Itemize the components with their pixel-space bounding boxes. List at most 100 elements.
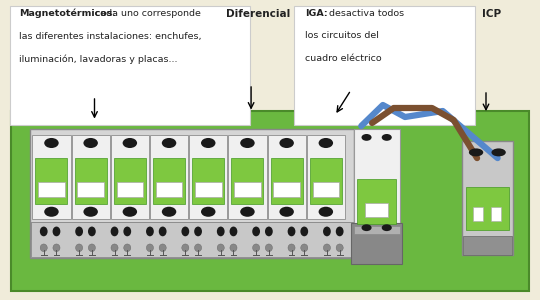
Ellipse shape <box>52 226 60 236</box>
Ellipse shape <box>76 244 83 252</box>
Bar <box>234 182 261 197</box>
Ellipse shape <box>123 226 131 236</box>
Ellipse shape <box>382 134 392 141</box>
Bar <box>156 182 183 197</box>
Ellipse shape <box>217 244 224 252</box>
Ellipse shape <box>288 226 295 236</box>
Ellipse shape <box>123 207 137 217</box>
Ellipse shape <box>40 226 48 236</box>
Bar <box>111 135 149 219</box>
Ellipse shape <box>162 207 176 217</box>
Text: desactiva todos: desactiva todos <box>326 9 404 18</box>
Ellipse shape <box>361 134 372 141</box>
Ellipse shape <box>361 224 372 231</box>
Ellipse shape <box>159 226 166 236</box>
Ellipse shape <box>146 244 153 252</box>
Ellipse shape <box>319 207 333 217</box>
Ellipse shape <box>319 138 333 148</box>
Bar <box>189 135 227 219</box>
Bar <box>365 202 388 217</box>
Ellipse shape <box>40 244 48 252</box>
Ellipse shape <box>323 244 330 252</box>
Text: cuadro eléctrico: cuadro eléctrico <box>305 54 382 63</box>
Ellipse shape <box>83 207 98 217</box>
Ellipse shape <box>44 138 59 148</box>
Bar <box>72 135 110 219</box>
Bar <box>310 158 342 204</box>
Ellipse shape <box>240 138 255 148</box>
Ellipse shape <box>469 148 483 156</box>
Ellipse shape <box>201 138 215 148</box>
Ellipse shape <box>301 244 308 252</box>
Bar <box>150 135 188 219</box>
Bar <box>273 182 300 197</box>
Bar <box>195 182 221 197</box>
Ellipse shape <box>182 244 189 252</box>
Ellipse shape <box>89 244 96 252</box>
Ellipse shape <box>469 240 483 248</box>
Ellipse shape <box>336 226 343 236</box>
Text: ICP: ICP <box>482 9 501 19</box>
Bar <box>32 135 71 219</box>
Ellipse shape <box>159 244 166 252</box>
Bar <box>10 6 250 124</box>
Ellipse shape <box>124 244 131 252</box>
Bar <box>313 182 339 197</box>
Ellipse shape <box>336 244 343 252</box>
Bar <box>117 182 143 197</box>
Ellipse shape <box>240 207 255 217</box>
Ellipse shape <box>265 226 273 236</box>
Ellipse shape <box>194 244 201 252</box>
Ellipse shape <box>53 244 60 252</box>
Bar <box>153 158 185 204</box>
Ellipse shape <box>201 207 215 217</box>
Ellipse shape <box>288 244 295 252</box>
Ellipse shape <box>146 226 154 236</box>
Ellipse shape <box>279 207 294 217</box>
Ellipse shape <box>44 207 59 217</box>
Bar <box>232 158 264 204</box>
Ellipse shape <box>382 224 392 231</box>
Bar <box>75 158 107 204</box>
Ellipse shape <box>75 226 83 236</box>
Text: Magnetotérmicos:: Magnetotérmicos: <box>19 9 116 19</box>
Ellipse shape <box>88 226 96 236</box>
Ellipse shape <box>83 138 98 148</box>
Bar <box>463 236 512 255</box>
Bar <box>268 135 306 219</box>
Bar <box>491 207 501 221</box>
Bar <box>462 141 513 255</box>
Ellipse shape <box>491 148 506 156</box>
Bar <box>192 158 224 204</box>
Ellipse shape <box>491 240 506 248</box>
Text: cada uno corresponde: cada uno corresponde <box>92 9 201 18</box>
Ellipse shape <box>279 138 294 148</box>
Text: IGA:: IGA: <box>305 9 328 18</box>
Bar <box>36 158 68 204</box>
Bar <box>354 226 400 234</box>
Bar <box>466 187 509 230</box>
Bar <box>351 223 402 264</box>
Bar <box>30 129 354 258</box>
Bar <box>31 222 353 239</box>
Ellipse shape <box>181 226 189 236</box>
Ellipse shape <box>253 244 260 252</box>
Ellipse shape <box>111 244 118 252</box>
Bar <box>31 222 353 256</box>
Bar <box>473 207 483 221</box>
Ellipse shape <box>230 226 238 236</box>
Bar <box>354 129 400 234</box>
Text: iluminación, lavadoras y placas...: iluminación, lavadoras y placas... <box>19 54 178 64</box>
Bar <box>38 182 65 197</box>
Bar <box>307 135 345 219</box>
Text: Diferencial: Diferencial <box>226 9 290 19</box>
Ellipse shape <box>252 226 260 236</box>
Text: las diferentes instalaciones: enchufes,: las diferentes instalaciones: enchufes, <box>19 32 201 40</box>
Bar <box>77 182 104 197</box>
Bar <box>114 158 146 204</box>
Ellipse shape <box>123 138 137 148</box>
Ellipse shape <box>111 226 118 236</box>
Ellipse shape <box>323 226 331 236</box>
Bar <box>228 135 267 219</box>
Ellipse shape <box>300 226 308 236</box>
